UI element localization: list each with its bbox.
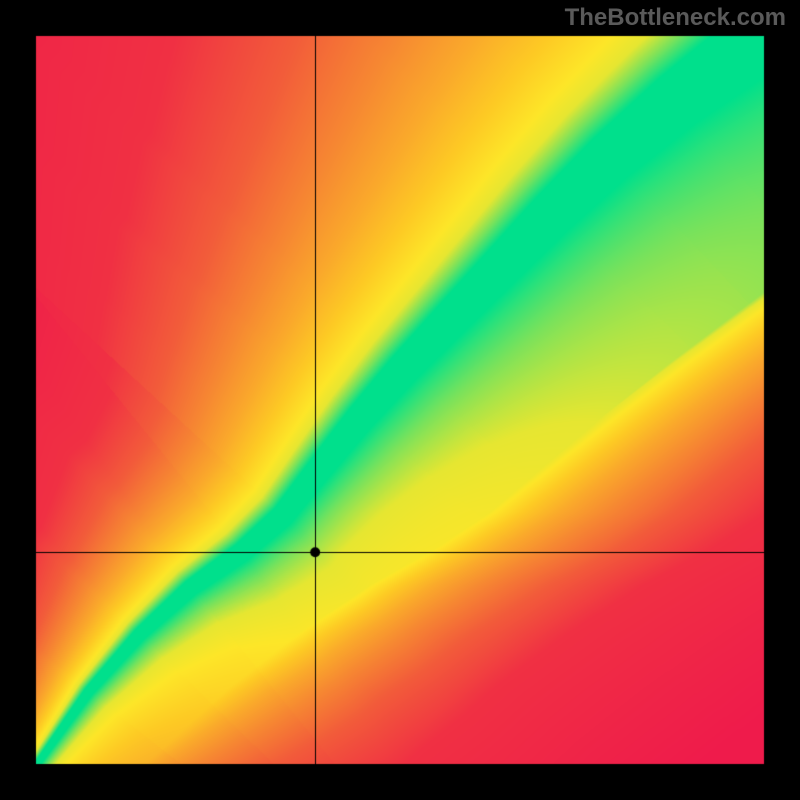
- watermark-text: TheBottleneck.com: [565, 4, 786, 32]
- chart-container: TheBottleneck.com: [0, 0, 800, 800]
- bottleneck-heatmap: [0, 0, 800, 800]
